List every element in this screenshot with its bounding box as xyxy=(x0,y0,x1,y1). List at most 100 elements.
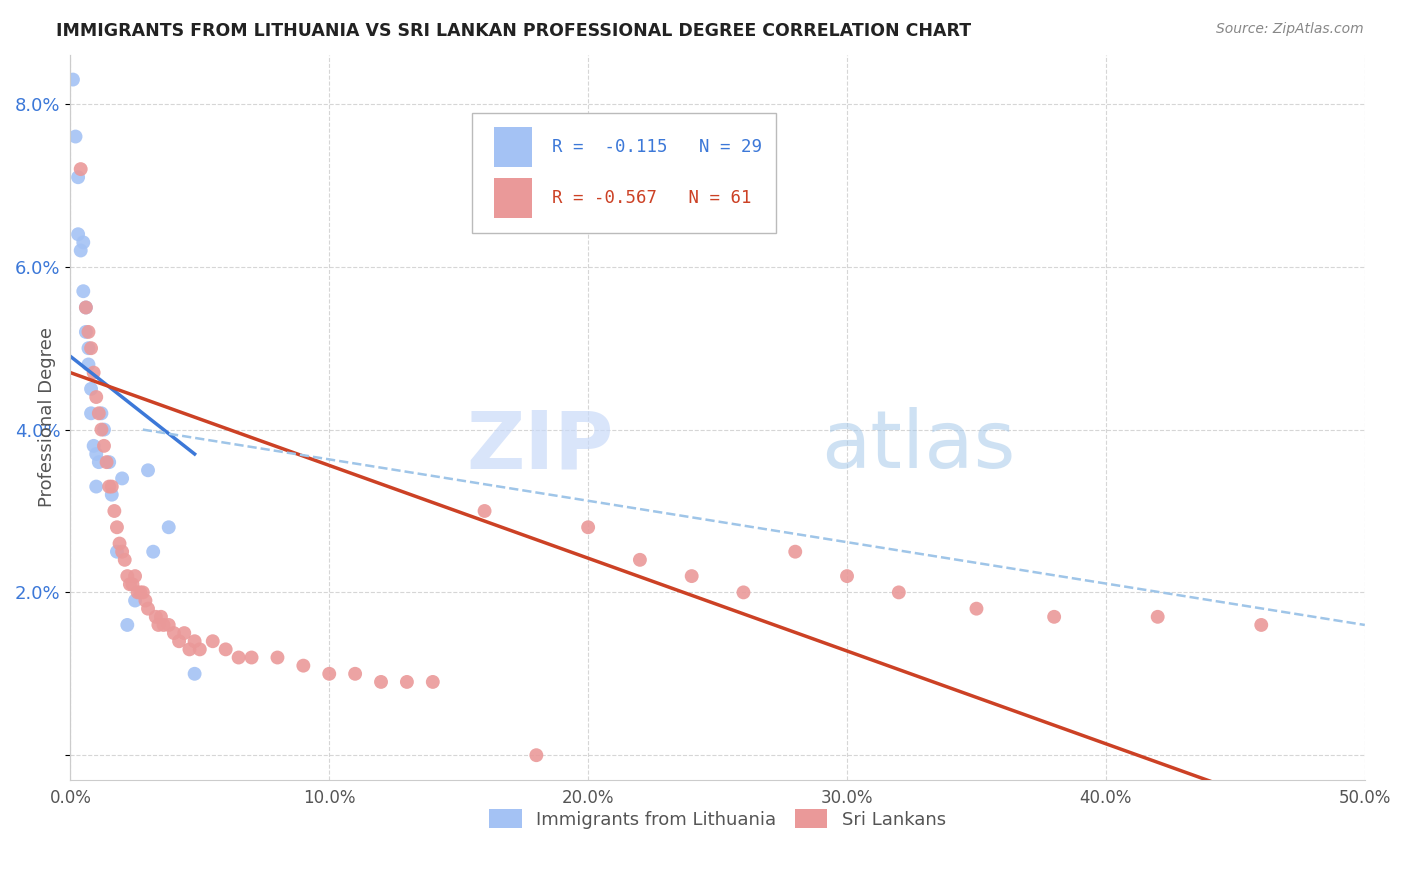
Bar xyxy=(494,128,533,168)
Point xyxy=(344,666,367,681)
Point xyxy=(69,162,91,177)
Point xyxy=(111,471,134,485)
Point xyxy=(108,536,131,550)
Point xyxy=(77,325,100,339)
FancyBboxPatch shape xyxy=(471,113,776,233)
Point xyxy=(785,544,807,558)
Point xyxy=(142,544,165,558)
Y-axis label: Professional Degree: Professional Degree xyxy=(38,327,56,508)
Point xyxy=(77,358,100,372)
Point xyxy=(117,618,139,632)
Text: Source: ZipAtlas.com: Source: ZipAtlas.com xyxy=(1216,22,1364,37)
Point xyxy=(96,455,118,469)
Point xyxy=(157,618,180,632)
Point xyxy=(98,455,121,469)
Point xyxy=(80,382,103,396)
Text: ZIP: ZIP xyxy=(467,408,614,485)
Point xyxy=(1043,609,1066,624)
Point xyxy=(67,170,90,185)
Bar xyxy=(494,178,533,218)
Point xyxy=(173,626,195,640)
Point xyxy=(80,406,103,420)
Point xyxy=(966,601,988,615)
Point xyxy=(228,650,250,665)
Point xyxy=(105,544,128,558)
Point xyxy=(75,301,97,315)
Point xyxy=(114,553,136,567)
Point xyxy=(681,569,703,583)
Point xyxy=(87,455,110,469)
Point xyxy=(188,642,211,657)
Point xyxy=(84,447,107,461)
Point xyxy=(84,479,107,493)
Point xyxy=(90,406,112,420)
Point xyxy=(148,618,170,632)
Text: R =  -0.115   N = 29: R = -0.115 N = 29 xyxy=(553,138,762,156)
Point xyxy=(75,325,97,339)
Point xyxy=(183,634,205,648)
Point xyxy=(87,406,110,420)
Point xyxy=(77,341,100,355)
Point xyxy=(628,553,651,567)
Point xyxy=(395,674,418,689)
Point xyxy=(98,479,121,493)
Point xyxy=(179,642,201,657)
Point xyxy=(100,488,122,502)
Point xyxy=(84,390,107,404)
Point xyxy=(72,284,94,298)
Point xyxy=(266,650,288,665)
Point xyxy=(93,439,115,453)
Point xyxy=(62,72,84,87)
Point xyxy=(124,593,146,607)
Point xyxy=(474,504,496,518)
Point xyxy=(370,674,392,689)
Point xyxy=(149,609,172,624)
Point xyxy=(83,439,105,453)
Point xyxy=(105,520,128,534)
Point xyxy=(72,235,94,250)
Legend: Immigrants from Lithuania, Sri Lankans: Immigrants from Lithuania, Sri Lankans xyxy=(482,802,953,836)
Point xyxy=(215,642,238,657)
Point xyxy=(318,666,340,681)
Point xyxy=(163,626,186,640)
Point xyxy=(111,544,134,558)
Point xyxy=(524,748,547,763)
Point xyxy=(576,520,599,534)
Point xyxy=(152,618,174,632)
Point xyxy=(132,585,155,599)
Point xyxy=(118,577,141,591)
Point xyxy=(136,601,159,615)
Point xyxy=(67,227,90,242)
Point xyxy=(887,585,910,599)
Point xyxy=(134,593,156,607)
Point xyxy=(733,585,755,599)
Point xyxy=(1146,609,1168,624)
Point xyxy=(167,634,190,648)
Point xyxy=(183,666,205,681)
Point xyxy=(90,423,112,437)
Point xyxy=(240,650,263,665)
Point xyxy=(127,585,149,599)
Point xyxy=(121,577,143,591)
Point xyxy=(157,520,180,534)
Point xyxy=(835,569,858,583)
Point xyxy=(422,674,444,689)
Point xyxy=(201,634,224,648)
Point xyxy=(136,463,159,477)
Point xyxy=(292,658,315,673)
Point xyxy=(100,479,122,493)
Point xyxy=(65,129,87,144)
Point xyxy=(117,569,139,583)
Point xyxy=(1250,618,1272,632)
Point xyxy=(145,609,167,624)
Point xyxy=(129,585,152,599)
Point xyxy=(80,341,103,355)
Point xyxy=(124,569,146,583)
Point xyxy=(103,504,125,518)
Text: IMMIGRANTS FROM LITHUANIA VS SRI LANKAN PROFESSIONAL DEGREE CORRELATION CHART: IMMIGRANTS FROM LITHUANIA VS SRI LANKAN … xyxy=(56,22,972,40)
Text: atlas: atlas xyxy=(821,408,1015,485)
Point xyxy=(75,301,97,315)
Point xyxy=(69,244,91,258)
Text: R = -0.567   N = 61: R = -0.567 N = 61 xyxy=(553,189,751,207)
Point xyxy=(93,423,115,437)
